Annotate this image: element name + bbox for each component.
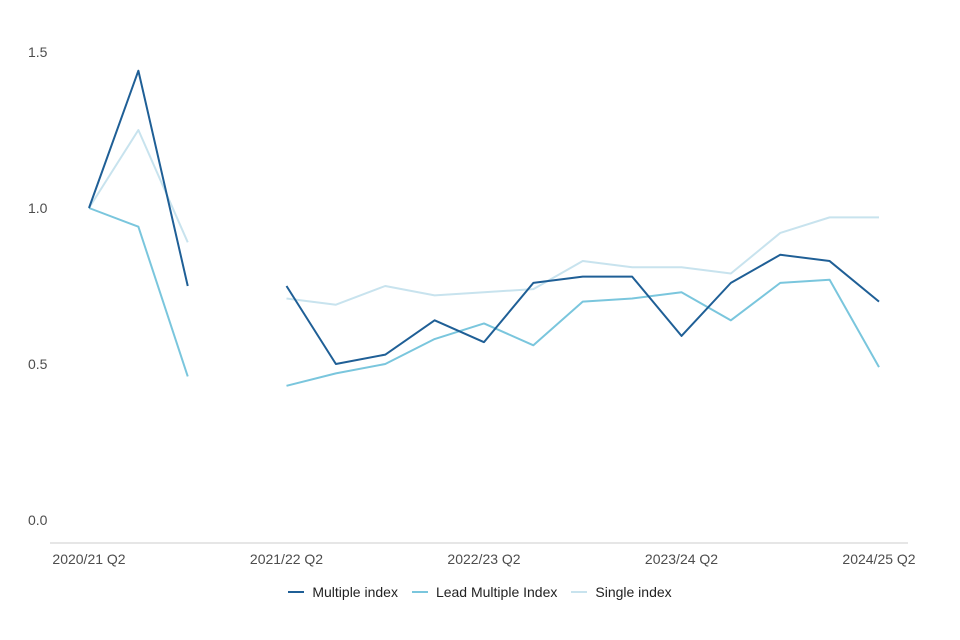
legend-item: Lead Multiple Index <box>411 584 558 600</box>
legend-label: Multiple index <box>312 584 398 600</box>
y-tick-label: 0.5 <box>28 356 48 372</box>
series-line-multiple-index <box>88 69 189 287</box>
legend-swatch <box>288 591 305 593</box>
y-tick-label: 1.0 <box>28 200 48 216</box>
legend-swatch <box>571 591 588 593</box>
legend-label: Single index <box>595 584 672 600</box>
legend-item: Multiple index <box>288 584 398 600</box>
series-line-lead-multiple-index <box>286 278 880 387</box>
x-tick-label: 2022/23 Q2 <box>447 551 520 567</box>
series-line-lead-multiple-index <box>88 207 189 377</box>
legend-label: Lead Multiple Index <box>435 584 558 600</box>
legend: Multiple index Lead Multiple Index Single … <box>0 584 960 600</box>
series-line-single-index <box>286 216 879 306</box>
x-tick-label: 2023/24 Q2 <box>645 551 718 567</box>
series-line-multiple-index <box>285 253 880 365</box>
x-tick-label: 2024/25 Q2 <box>842 551 915 567</box>
x-tick-label: 2020/21 Q2 <box>52 551 125 567</box>
y-tick-label: 0.0 <box>28 512 48 528</box>
legend-swatch <box>411 591 428 593</box>
series-line-single-index <box>88 129 189 243</box>
x-tick-label: 2021/22 Q2 <box>250 551 323 567</box>
y-tick-label: 1.5 <box>28 44 48 60</box>
legend-item: Single index <box>571 584 672 600</box>
